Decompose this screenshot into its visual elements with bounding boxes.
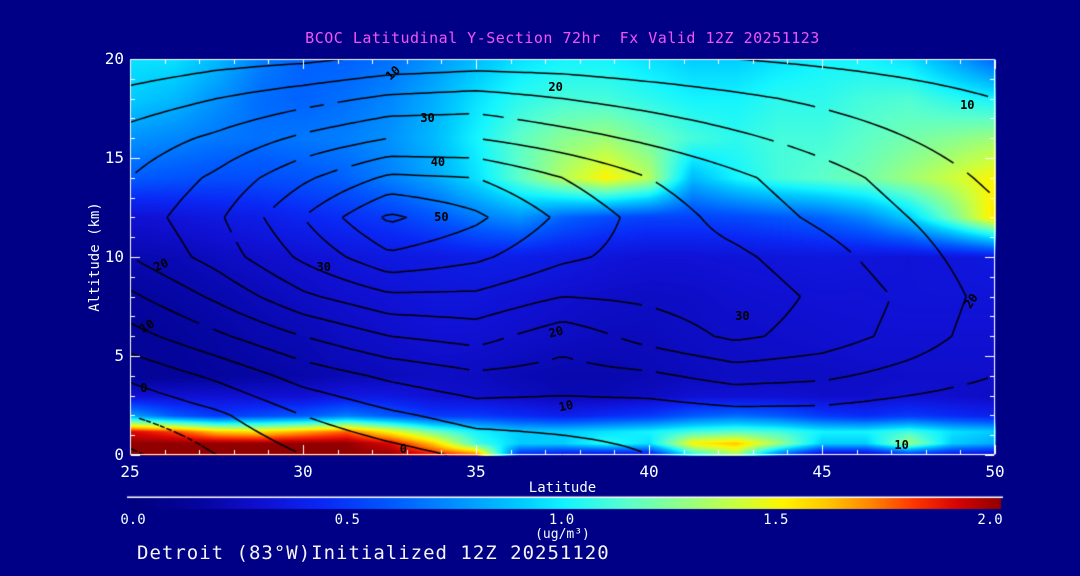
x-tick-label: 35 <box>466 462 486 481</box>
colorbar-units-label: (ug/m³) <box>535 527 590 542</box>
y-tick-label: 20 <box>104 49 124 68</box>
x-axis-label: Latitude <box>528 480 597 496</box>
contour-line-label: 20 <box>546 323 565 341</box>
y-tick-label: 15 <box>104 148 124 167</box>
colorbar-tick-label: 1.5 <box>763 512 789 528</box>
contour-line-label: 10 <box>894 438 909 453</box>
colorbar-tick-label: 1.0 <box>548 512 575 528</box>
colorbar-tick-label: 2.0 <box>977 512 1003 528</box>
contour-line-label: 20 <box>548 79 563 94</box>
colorbar-tick-label: 0.0 <box>120 512 146 528</box>
contour-line-label: 0 <box>140 380 148 395</box>
x-tick-label: 30 <box>293 462 313 481</box>
y-tick-label: 0 <box>114 445 124 464</box>
y-axis-label: Altitude (km) <box>87 202 103 312</box>
plot-title: BCOC Latitudinal Y-Section 72hr Fx Valid… <box>305 29 820 47</box>
contour-line-label: 30 <box>316 259 331 274</box>
footer-caption: Detroit (83°W)Initialized 12Z 20251120 <box>137 542 610 564</box>
contour-line-label: 10 <box>960 97 975 112</box>
y-tick-label: 5 <box>114 346 124 365</box>
contour-line-label: 10 <box>557 397 575 414</box>
x-tick-label: 50 <box>985 462 1005 481</box>
y-tick-label: 10 <box>104 247 124 266</box>
contour-line-label: 0 <box>399 442 407 457</box>
contour-line-label: 50 <box>434 210 449 225</box>
contour-line-label: 30 <box>420 111 435 126</box>
colorbar-tick-label: 0.5 <box>334 512 360 528</box>
contour-line-label: 40 <box>430 154 446 169</box>
x-tick-label: 45 <box>812 462 832 481</box>
contour-line-label: 30 <box>735 309 750 324</box>
x-tick-label: 25 <box>120 462 140 481</box>
x-tick-label: 40 <box>639 462 659 481</box>
